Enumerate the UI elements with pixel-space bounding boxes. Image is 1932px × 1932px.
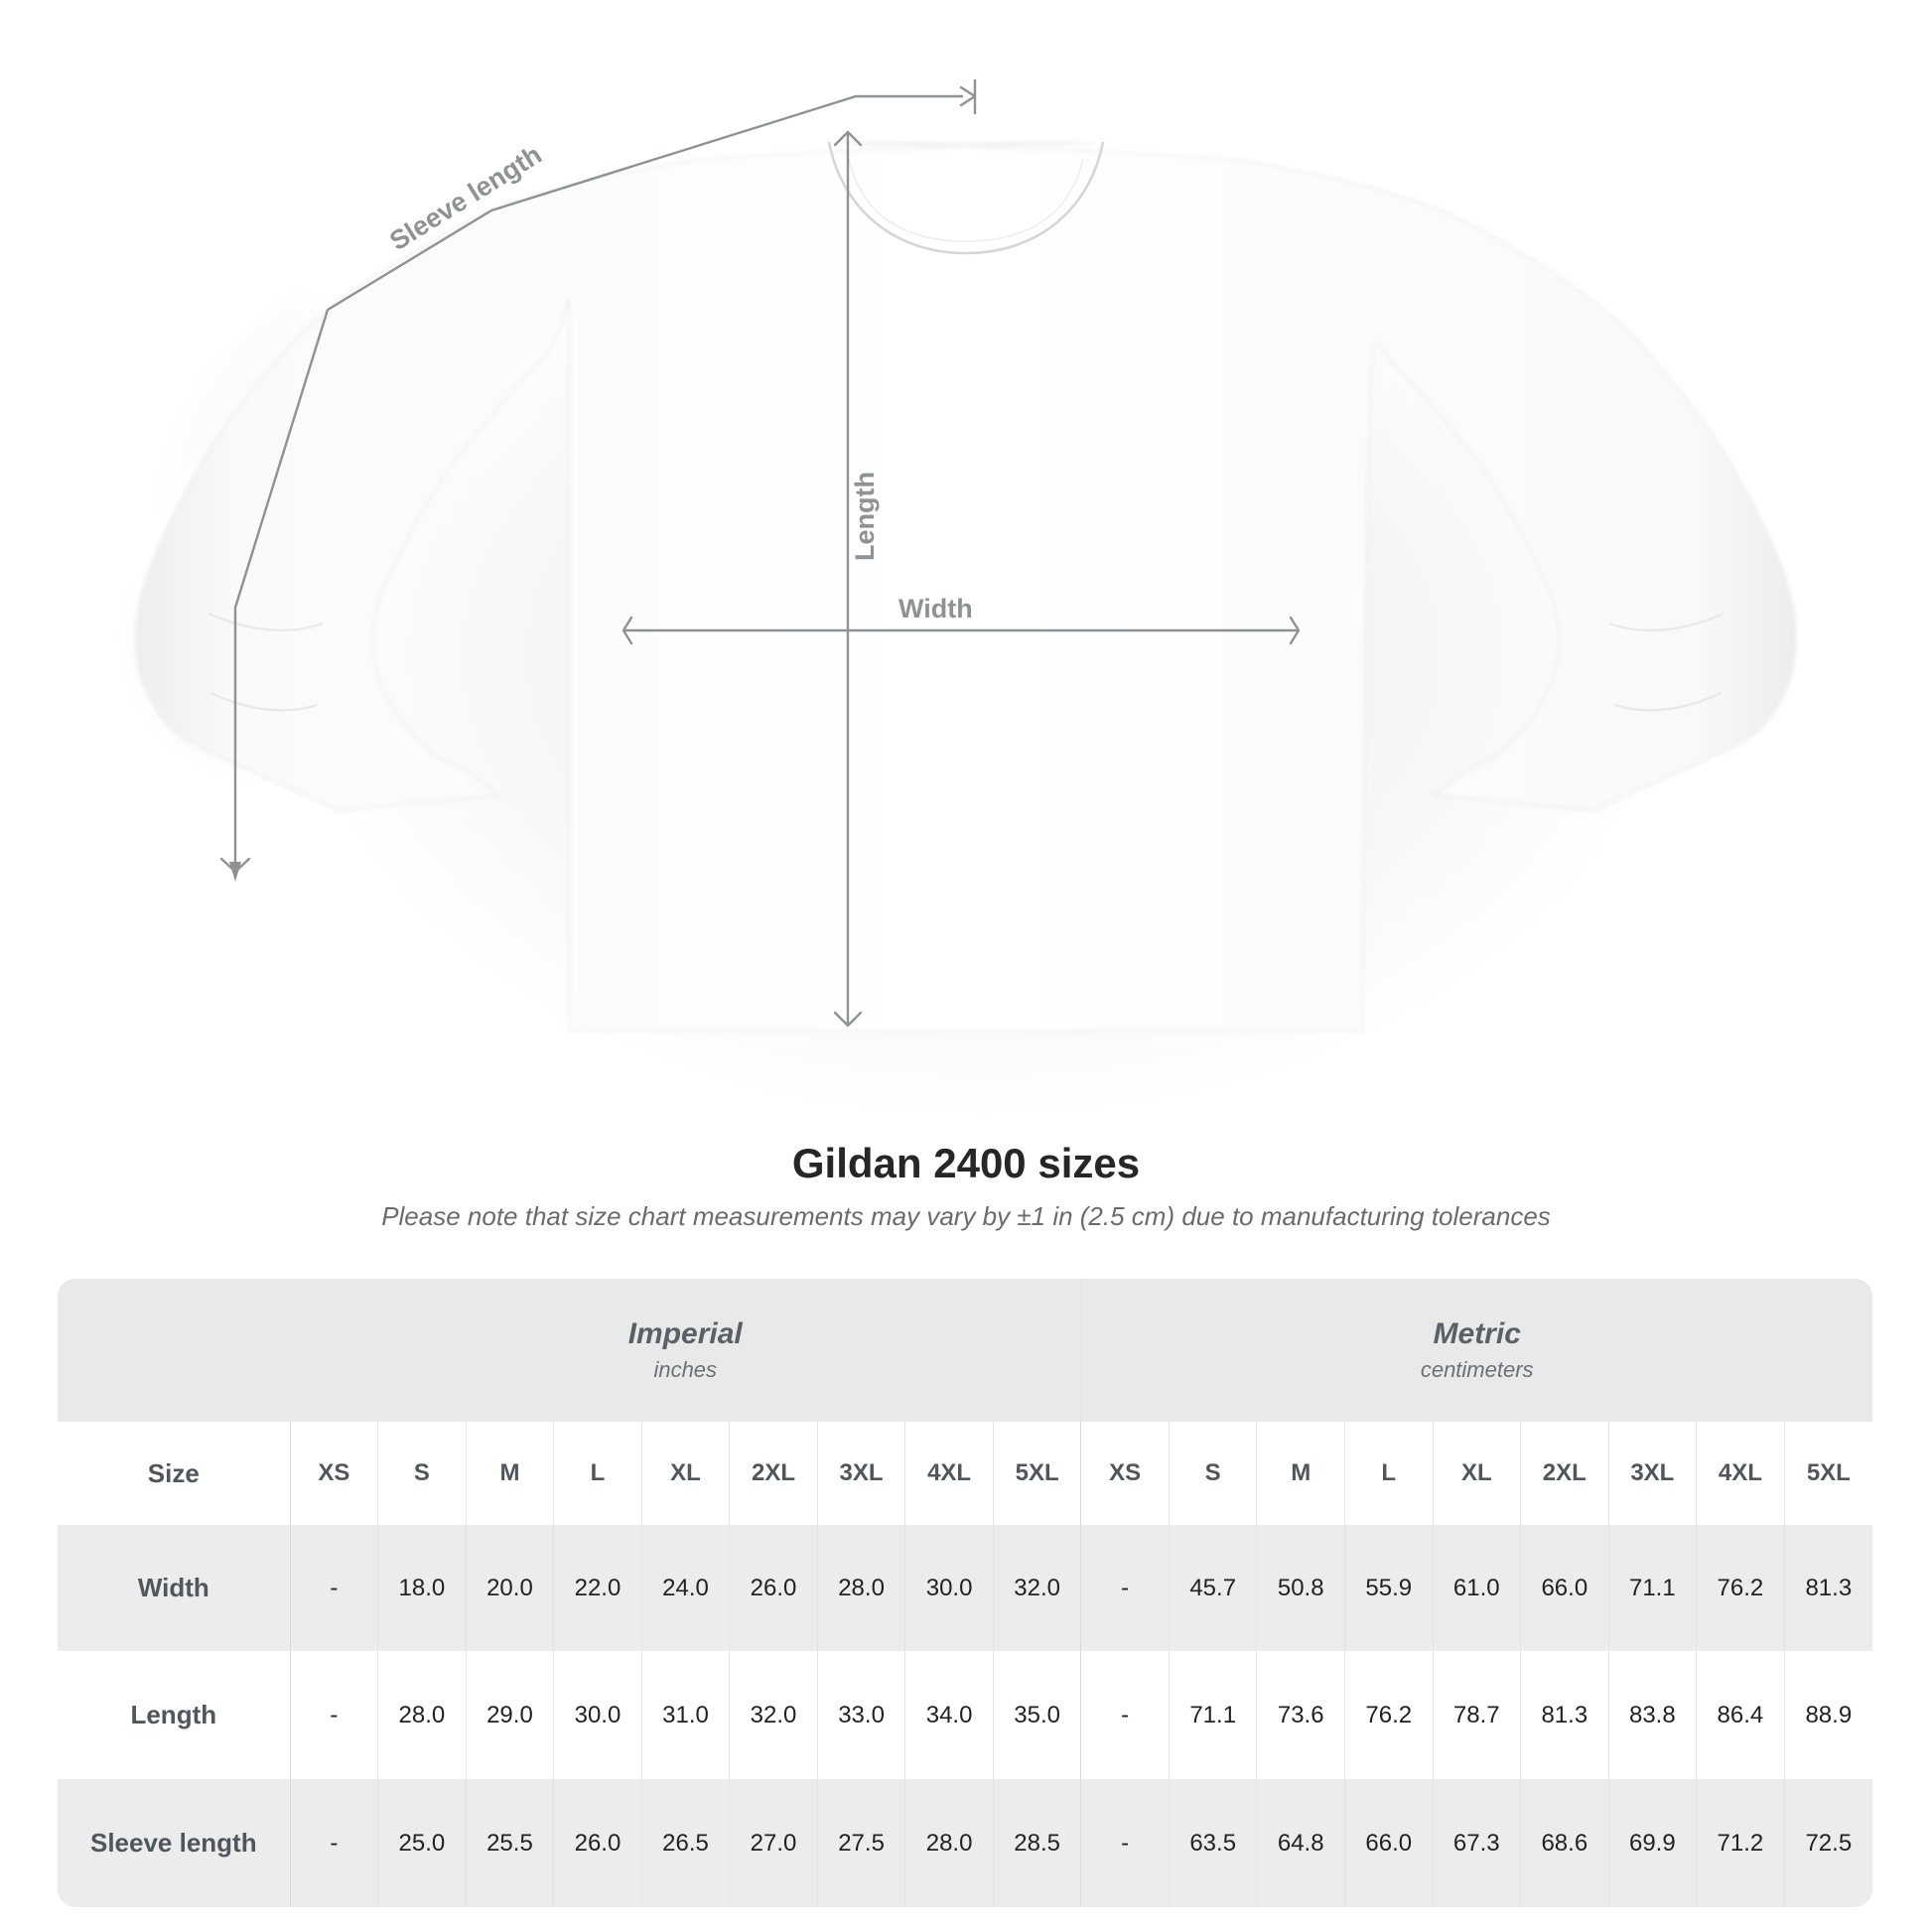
svg-text:Width: Width [898, 594, 973, 623]
svg-text:Length: Length [850, 472, 880, 561]
